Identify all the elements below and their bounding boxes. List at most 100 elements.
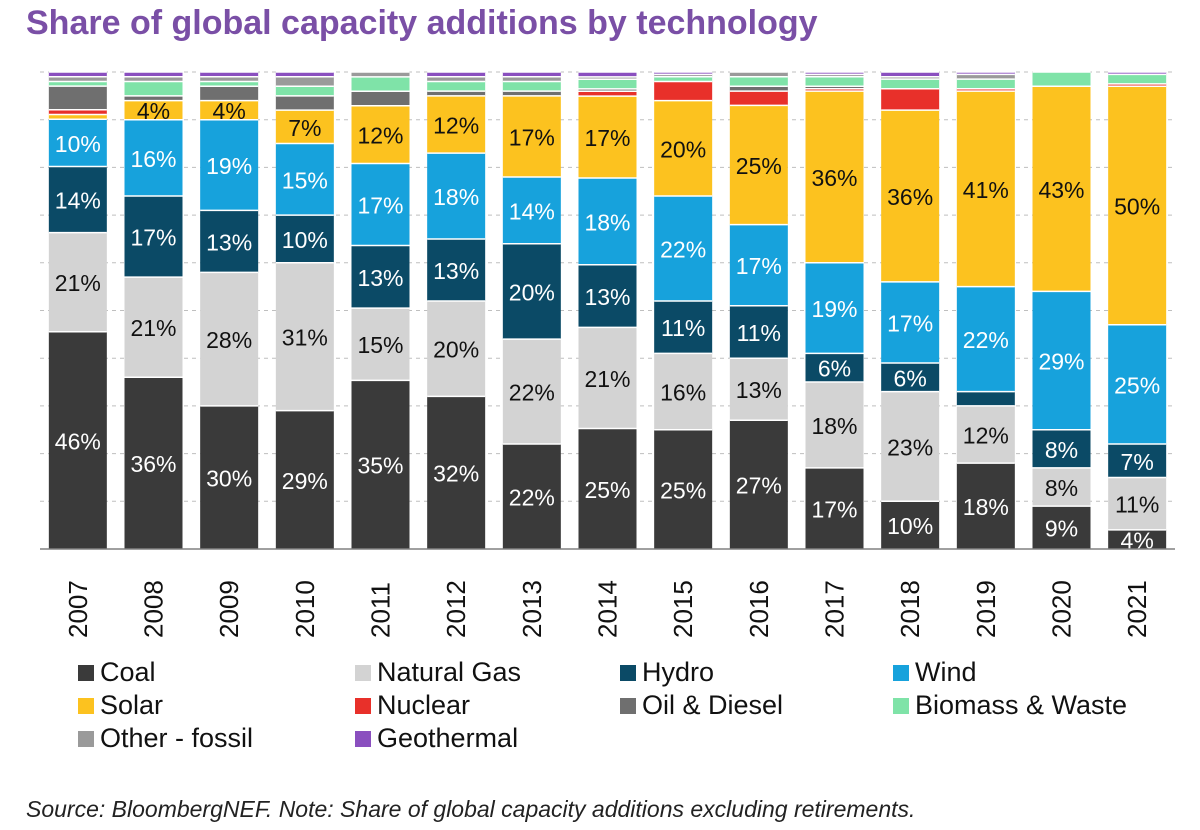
bar-segment	[805, 88, 864, 92]
data-label: 14%	[55, 188, 101, 214]
chart-title: Share of global capacity additions by te…	[26, 4, 818, 42]
data-label: 13%	[206, 229, 252, 255]
data-label: 17%	[811, 496, 857, 522]
data-label: 18%	[433, 184, 479, 210]
bar-segment	[1108, 529, 1167, 549]
bar-segment	[578, 91, 637, 97]
bar-segment	[654, 81, 713, 101]
bar-segment	[956, 74, 1015, 80]
data-label: 7%	[288, 115, 321, 141]
bar-segment	[729, 76, 788, 87]
x-tick-label: 2018	[895, 580, 925, 638]
bar-segment	[881, 501, 940, 549]
data-label: 21%	[130, 315, 176, 341]
bar-segment	[275, 76, 334, 87]
bar-segment	[654, 76, 713, 82]
bar-segment	[502, 95, 561, 177]
bar-segment	[124, 119, 183, 197]
bar-segment	[654, 300, 713, 354]
data-label: 28%	[206, 327, 252, 353]
bar-segment	[654, 196, 713, 301]
data-label: 22%	[509, 380, 555, 406]
x-tick-label: 2010	[290, 580, 320, 638]
bar-segment	[48, 232, 107, 332]
bar-segment	[1108, 477, 1167, 530]
bar-segment	[124, 196, 183, 278]
data-label: 11%	[661, 315, 705, 341]
legend-swatch	[355, 697, 371, 714]
bar-segment	[578, 79, 637, 89]
legend-swatch	[620, 664, 636, 681]
bar-segment	[124, 81, 183, 96]
data-label: 35%	[357, 453, 403, 479]
bar-segment	[200, 100, 259, 120]
bar-segment	[881, 72, 940, 77]
data-label: 11%	[1115, 492, 1159, 518]
data-label: 4%	[213, 98, 246, 124]
legend-item: Nuclear	[355, 690, 620, 721]
legend-swatch	[78, 664, 94, 681]
bar-segment	[427, 72, 486, 77]
bar-segment	[805, 74, 864, 77]
data-label: 17%	[357, 193, 403, 219]
legend-label: Geothermal	[377, 723, 519, 753]
bar-segment	[729, 358, 788, 421]
bar-segment	[502, 176, 561, 244]
data-label: 30%	[206, 465, 252, 491]
bar-segment	[351, 72, 410, 77]
x-tick-label: 2019	[971, 580, 1001, 638]
data-label: 19%	[811, 296, 857, 322]
x-axis-tick-labels: 2007 2008 2009 2010 2011 2012 2013 2014 2015 2016…	[63, 580, 1152, 638]
data-label: 9%	[1045, 516, 1078, 542]
bar-segment	[124, 72, 183, 77]
bar-segment	[805, 91, 864, 263]
bar-segment	[654, 74, 713, 77]
data-label: 21%	[584, 366, 630, 392]
x-tick-label: 2009	[214, 580, 244, 638]
legend-item: Coal	[78, 657, 355, 688]
x-tick-label: 2007	[63, 580, 93, 638]
bar-segment	[805, 382, 864, 468]
data-label: 17%	[887, 310, 933, 336]
bar-segment	[729, 305, 788, 359]
bar-segment	[654, 353, 713, 430]
bar-segment	[578, 76, 637, 80]
data-label: 36%	[811, 165, 857, 191]
bar-segment	[351, 91, 410, 106]
bar-segment	[351, 308, 410, 381]
bar-segment	[351, 245, 410, 309]
x-tick-label: 2013	[517, 580, 547, 638]
bar-segment	[578, 264, 637, 328]
bar-segment	[48, 331, 107, 549]
data-label: 12%	[357, 123, 403, 149]
bar-segment	[502, 91, 561, 96]
stacked-bar-chart: 46% 21% 14% 10% 36% 21% 17% 16% 4% 30% 28% 13% 19% 4%…	[40, 71, 1175, 638]
data-label: 8%	[1045, 437, 1078, 463]
bar-segment	[502, 76, 561, 82]
bar-segment	[805, 467, 864, 549]
data-label: 10%	[282, 227, 328, 253]
legend-item: Oil & Diesel	[620, 690, 893, 721]
data-label: 6%	[894, 365, 927, 391]
data-label: 13%	[357, 265, 403, 291]
bar-segment	[578, 428, 637, 549]
bar-segment	[48, 119, 107, 167]
data-label: 25%	[736, 153, 782, 179]
bar-segment	[427, 396, 486, 549]
bar-segment	[275, 72, 334, 77]
bar-segment	[805, 72, 864, 75]
bar-segment	[124, 76, 183, 82]
data-label: 20%	[509, 279, 555, 305]
x-tick-label: 2017	[820, 580, 850, 638]
bar-segment	[124, 95, 183, 101]
bar-segment	[578, 88, 637, 92]
bar-segment	[200, 210, 259, 273]
bar-segment	[1032, 506, 1091, 549]
data-label: 20%	[660, 136, 706, 162]
bar-segment	[956, 88, 1015, 92]
legend: Coal Natural Gas Hydro Wind Solar Nuclear Oil …	[78, 657, 1178, 754]
data-label: 17%	[736, 253, 782, 279]
legend-item: Geothermal	[355, 723, 620, 754]
legend-swatch	[893, 697, 909, 714]
data-label: 29%	[1038, 349, 1084, 375]
